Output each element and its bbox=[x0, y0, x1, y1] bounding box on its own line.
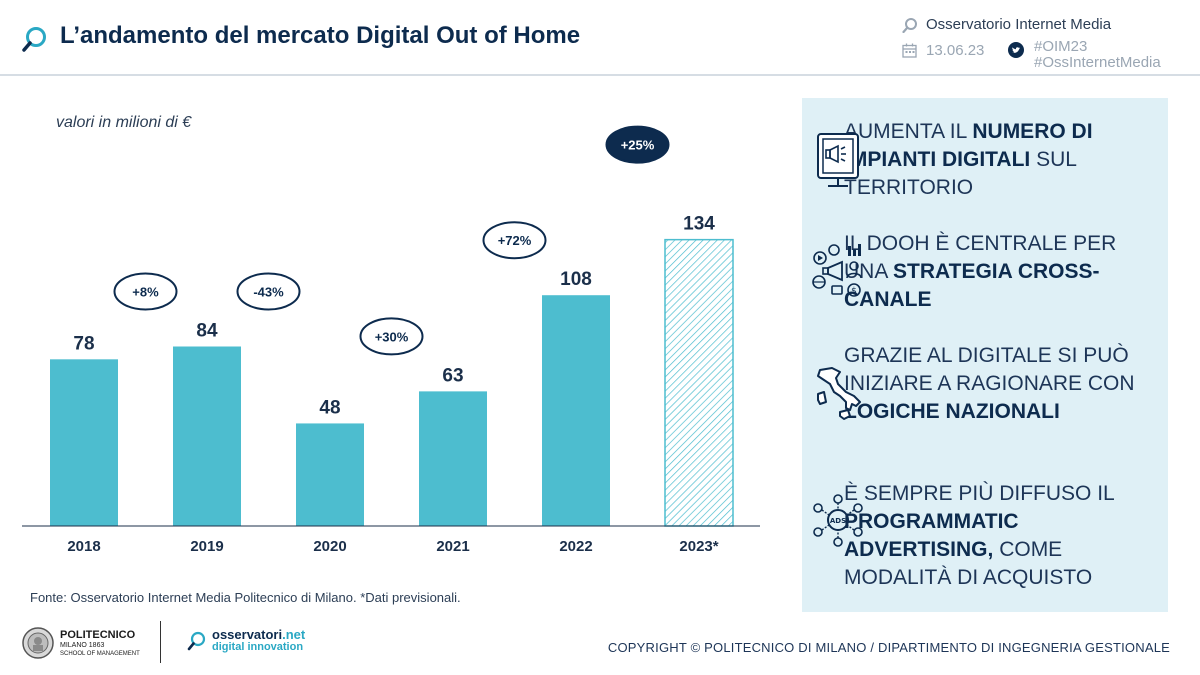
growth-label-2: -43% bbox=[253, 284, 284, 299]
brand-name: Osservatorio Internet Media bbox=[926, 16, 1112, 33]
osservatori-name: osservatori.net bbox=[212, 627, 306, 642]
footer-logos: POLITECNICO MILANO 1863 SCHOOL OF MANAGE… bbox=[22, 621, 342, 669]
bar-2023-forecast bbox=[664, 238, 734, 527]
insight-digital-screens: AUMENTA IL NUMERO DI IMPIANTI DIGITALI S… bbox=[817, 118, 1164, 202]
value-label-2022: 108 bbox=[560, 269, 592, 290]
units-note: valori in milioni di € bbox=[56, 114, 192, 131]
header: L’andamento del mercato Digital Out of H… bbox=[0, 0, 1200, 76]
bar-2022 bbox=[542, 295, 610, 526]
insight-text-3: GRAZIE AL DIGITALE SI PUÒ INIZIARE A RAG… bbox=[844, 344, 1135, 423]
programmatic-ads-icon: ADS bbox=[813, 494, 863, 547]
page-title: L’andamento del mercato Digital Out of H… bbox=[60, 22, 581, 49]
twitter-icon bbox=[1008, 42, 1024, 58]
category-label-2022: 2022 bbox=[559, 538, 592, 555]
growth-label-1: +8% bbox=[132, 284, 159, 299]
politecnico-school: SCHOOL OF MANAGEMENT bbox=[60, 651, 140, 657]
bar-2019 bbox=[173, 346, 241, 526]
osservatori-logo-icon bbox=[187, 631, 206, 651]
growth-ellipse-5 bbox=[605, 125, 670, 164]
footer-divider bbox=[160, 621, 161, 663]
growth-label-4: +72% bbox=[498, 233, 532, 248]
magnifier-logo-icon bbox=[22, 27, 46, 52]
growth-ellipse-1 bbox=[113, 272, 178, 311]
copyright-notice: COPYRIGHT © POLITECNICO DI MILANO / DIPA… bbox=[607, 640, 1170, 655]
growth-ellipse-4 bbox=[482, 221, 547, 260]
bar-2018 bbox=[50, 359, 118, 526]
growth-label-5: +25% bbox=[621, 138, 655, 153]
osservatori-tagline: digital innovation bbox=[212, 641, 304, 653]
insight-national-logic: GRAZIE AL DIGITALE SI PUÒ INIZIARE A RAG… bbox=[817, 342, 1164, 426]
category-label-2023-forecast: 2023* bbox=[679, 538, 718, 555]
hashtag-ossinternetmedia: #OssInternetMedia bbox=[1034, 54, 1161, 71]
politecnico-seal-icon bbox=[22, 627, 54, 659]
insight-cross-channel: $ IL DOOH È CENTRALE PER UNA STRATEGIA C… bbox=[812, 230, 1164, 314]
insight-text-1: AUMENTA IL NUMERO DI IMPIANTI DIGITALI S… bbox=[844, 120, 1093, 199]
category-label-2021: 2021 bbox=[436, 538, 469, 555]
value-label-2019: 84 bbox=[196, 320, 218, 341]
politecnico-name: POLITECNICO bbox=[60, 629, 136, 641]
value-label-2020: 48 bbox=[319, 397, 340, 418]
growth-ellipse-3 bbox=[359, 317, 424, 356]
value-label-2021: 63 bbox=[442, 365, 463, 386]
insight-text-4: È SEMPRE PIÙ DIFFUSO IL PROGRAMMATIC ADV… bbox=[844, 482, 1114, 589]
bar-chart: 78201884201948202063202110820221342023* … bbox=[22, 125, 760, 555]
italy-map-icon bbox=[817, 367, 861, 420]
bar-2021 bbox=[419, 391, 487, 526]
politecnico-subtitle: MILANO 1863 bbox=[60, 642, 105, 649]
value-label-2018: 78 bbox=[73, 333, 94, 354]
insight-programmatic: ADS È SEMPRE PIÙ DIFFUSO IL PROGRAMMATIC… bbox=[813, 480, 1164, 592]
header-meta: Osservatorio Internet Media 13.06.23 #OI… bbox=[900, 14, 1195, 74]
svg-text:$: $ bbox=[851, 287, 857, 297]
category-label-2018: 2018 bbox=[67, 538, 100, 555]
calendar-icon bbox=[902, 43, 917, 58]
category-label-2020: 2020 bbox=[313, 538, 346, 555]
svg-text:ADS: ADS bbox=[830, 517, 846, 525]
insight-text-2: IL DOOH È CENTRALE PER UNA STRATEGIA CRO… bbox=[844, 232, 1117, 311]
hashtag-oim23: #OIM23 bbox=[1034, 38, 1088, 55]
magnifier-icon bbox=[902, 18, 917, 33]
bar-2020 bbox=[296, 423, 364, 526]
value-label-2023-forecast: 134 bbox=[683, 214, 715, 235]
category-label-2019: 2019 bbox=[190, 538, 223, 555]
growth-label-3: +30% bbox=[375, 329, 409, 344]
cross-channel-icon: $ bbox=[812, 244, 862, 297]
growth-ellipse-2 bbox=[236, 272, 301, 311]
source-note: Fonte: Osservatorio Internet Media Polit… bbox=[30, 590, 461, 605]
digital-signage-icon bbox=[817, 133, 859, 187]
insights-panel: AUMENTA IL NUMERO DI IMPIANTI DIGITALI S… bbox=[802, 98, 1168, 612]
event-date: 13.06.23 bbox=[926, 42, 985, 59]
